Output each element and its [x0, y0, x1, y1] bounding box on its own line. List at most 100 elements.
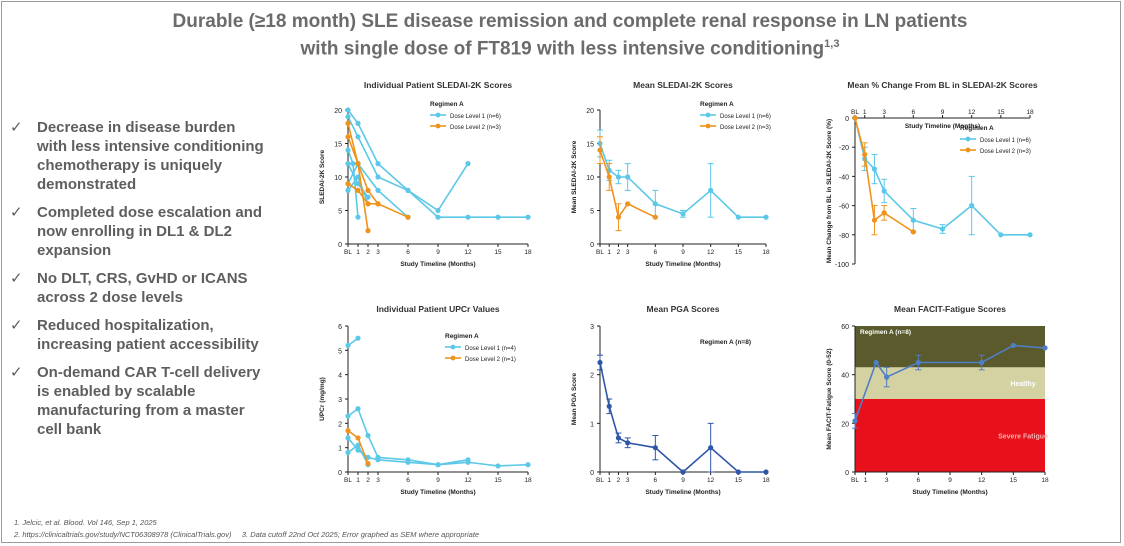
y-tick-label: 20 [334, 108, 342, 115]
chart-title: Individual Patient SLEDAI-2K Scores [364, 80, 513, 90]
x-tick-label: 9 [436, 477, 440, 484]
chart-title: Mean PGA Scores [647, 304, 720, 314]
data-point [465, 214, 471, 220]
bullet-item: ✓ Reduced hospitalization, increasing pat… [10, 316, 265, 354]
x-tick-label: 15 [997, 109, 1005, 116]
x-tick-label: 2 [366, 249, 370, 256]
x-tick-label: 1 [607, 249, 611, 256]
legend-title: Regimen A [700, 101, 734, 108]
x-axis-label: Study Timeline (Months) [400, 489, 475, 496]
title-line-1: Durable (≥18 month) SLE disease remissio… [172, 11, 968, 32]
title-line-2-text: with single dose of FT819 with less inte… [300, 38, 825, 60]
data-point [345, 120, 351, 126]
y-axis-label: Mean FACIT-Fatigue Score (0-52) [826, 348, 833, 449]
legend-swatch-marker [435, 112, 441, 118]
data-point [862, 151, 868, 158]
x-tick-label: 15 [494, 477, 502, 484]
data-point [365, 432, 371, 439]
x-tick-label: 6 [917, 477, 921, 484]
legend-swatch-marker [705, 112, 711, 118]
x-tick-label: 1 [863, 109, 867, 116]
y-axis-label: Mean SLEDAI-2K Score [571, 140, 578, 213]
y-tick-label: 20 [841, 421, 849, 428]
x-tick-label: 3 [376, 477, 380, 484]
x-tick-label: 3 [626, 477, 630, 484]
data-point [465, 161, 471, 167]
x-tick-label: 18 [524, 477, 532, 484]
x-tick-label: 9 [948, 477, 952, 484]
data-point [375, 187, 381, 193]
data-point [852, 115, 858, 121]
data-point [939, 226, 946, 232]
data-point [405, 187, 411, 193]
x-tick-label: 6 [406, 249, 410, 256]
y-tick-label: 0 [338, 470, 342, 477]
data-point [435, 207, 441, 214]
x-tick-label: 15 [735, 477, 743, 484]
data-point [871, 217, 878, 223]
series-line [854, 117, 1030, 236]
x-tick-label: 18 [1026, 109, 1034, 116]
data-point [355, 161, 361, 167]
data-point [345, 134, 351, 140]
y-tick-label: 15 [334, 142, 342, 149]
data-point [873, 359, 879, 366]
data-point [525, 462, 531, 468]
data-point [680, 211, 686, 217]
y-axis-label: Mean PGA Score [571, 373, 578, 426]
data-point [881, 188, 887, 194]
data-point [405, 214, 411, 220]
y-tick-label: 15 [586, 142, 594, 149]
band-label: Healthy [1010, 381, 1035, 388]
chart-pct-change-sledai: Mean % Change From BL in SLEDAI-2K Score… [826, 80, 1038, 269]
data-point [1010, 342, 1016, 349]
y-tick-label: 0 [590, 242, 594, 249]
data-point [910, 217, 916, 223]
x-tick-label: 9 [941, 109, 945, 116]
y-tick-label: 0 [845, 470, 849, 477]
bullet-list: ✓ Decrease in disease burden with less in… [10, 118, 265, 448]
data-point [345, 449, 351, 456]
data-point [345, 187, 351, 193]
data-point [708, 445, 714, 451]
x-tick-label: 12 [707, 249, 715, 256]
x-tick-label: 3 [626, 249, 630, 256]
y-tick-label: 40 [841, 373, 849, 380]
y-axis-label: Mean Change from BL in SLEDAI-2K Score (… [826, 119, 833, 263]
y-tick-label: 2 [338, 421, 342, 428]
y-tick-label: -80 [839, 233, 849, 240]
series-line [347, 183, 378, 205]
data-point [606, 174, 612, 180]
data-point [625, 440, 631, 446]
series-line [347, 109, 528, 218]
y-tick-label: -40 [839, 174, 849, 181]
legend-title: Regimen A [445, 333, 479, 340]
footnote-1: 1. Jelcic, et al. Blood. Vol 146, Sep 1,… [14, 518, 157, 527]
y-tick-label: 10 [586, 175, 594, 182]
data-point [615, 174, 622, 180]
check-icon: ✓ [10, 363, 23, 381]
data-point [375, 161, 381, 167]
x-axis-label: Study Timeline (Months) [645, 261, 720, 268]
x-tick-label: 1 [607, 477, 611, 484]
legend-swatch-marker [965, 136, 971, 142]
data-point [405, 459, 411, 465]
x-tick-label: BL [596, 249, 604, 256]
title-superscript: 1,3 [824, 38, 840, 50]
data-point [910, 229, 916, 235]
footnote-2: 2. https://clinicaltrials.gov/study/NCT0… [14, 530, 479, 539]
x-tick-label: 1 [864, 477, 868, 484]
legend-title: Regimen A [430, 101, 464, 108]
check-icon: ✓ [10, 269, 23, 287]
chart-mean-facit-fatigue: Mean FACIT-Fatigue Scores Healthy Severe F… [826, 304, 1049, 496]
chart-title: Mean % Change From BL in SLEDAI-2K Score… [847, 80, 1037, 90]
x-tick-label: BL [851, 109, 859, 116]
x-tick-label: 12 [978, 477, 986, 484]
data-point [355, 435, 361, 441]
y-tick-label: 1 [338, 446, 342, 453]
legend-swatch-marker [435, 123, 441, 129]
y-tick-label: 3 [590, 324, 594, 331]
x-tick-label: 18 [762, 477, 770, 484]
data-point [871, 166, 878, 172]
